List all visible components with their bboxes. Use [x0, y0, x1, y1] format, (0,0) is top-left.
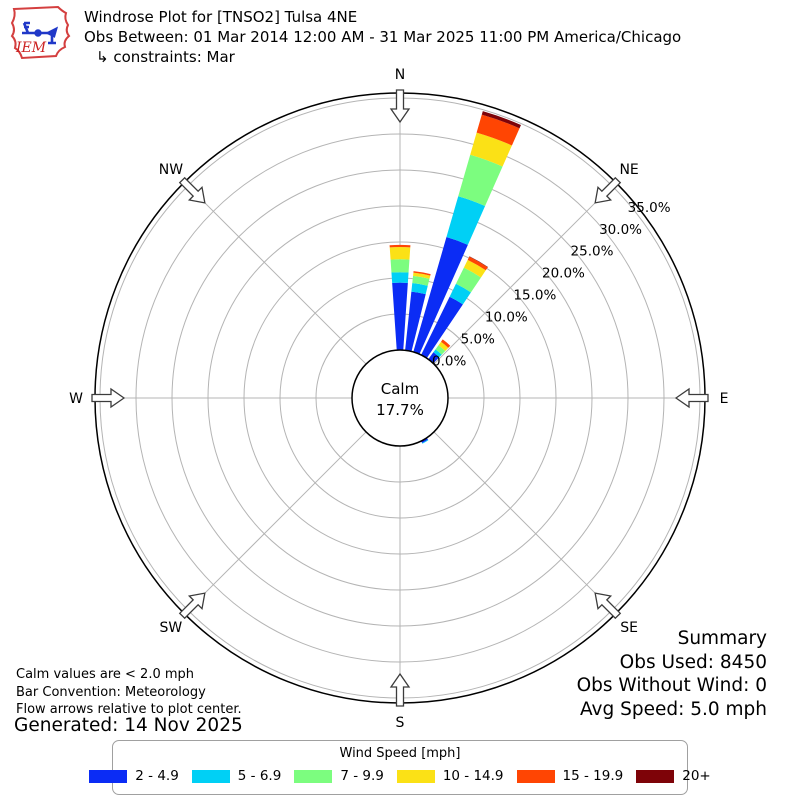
wind-bar-segment	[421, 437, 428, 444]
compass-label-SE: SE	[620, 620, 638, 636]
legend-item: 2 - 4.9	[89, 768, 179, 784]
summary-obs-used: Obs Used: 8450	[619, 651, 767, 673]
compass-label-N: N	[395, 67, 405, 83]
summary-block: Summary Obs Used: 8450 Obs Without Wind:…	[577, 627, 767, 721]
legend-item: 5 - 6.9	[191, 768, 282, 784]
wind-bar-segment	[389, 244, 411, 248]
wind-bar-segment	[441, 339, 451, 348]
wind-bar-segment	[412, 275, 430, 286]
legend-title: Wind Speed [mph]	[339, 746, 461, 761]
wind-bar-segment	[469, 256, 489, 268]
compass-label-NE: NE	[619, 162, 638, 178]
legend-swatch	[294, 769, 333, 783]
footnotes: Calm values are < 2.0 mph Bar Convention…	[16, 666, 242, 719]
wind-bar-segment	[413, 237, 468, 355]
wind-bar-segment	[446, 196, 486, 245]
wind-bar-segment	[481, 111, 521, 129]
wind-bar-segment	[449, 283, 471, 305]
wind-bar-segment	[438, 341, 449, 351]
legend-bin-label: 7 - 9.9	[340, 768, 384, 784]
calm-label-line1: Calm	[381, 380, 419, 398]
footnote-calm: Calm values are < 2.0 mph	[16, 667, 195, 682]
wind-bar-segment	[435, 345, 446, 355]
wind-bar-segment	[463, 259, 486, 278]
ring-label: 20.0%	[542, 266, 585, 282]
page-title: Windrose Plot for [TNSO2] Tulsa 4NE	[84, 8, 358, 26]
compass-arrow-SW	[178, 592, 206, 620]
legend-swatch	[516, 769, 555, 783]
calm-circle	[351, 349, 449, 447]
compass-label-E: E	[720, 391, 729, 407]
generated-date: Generated: 14 Nov 2025	[14, 715, 243, 736]
legend-row: 2 - 4.9 5 - 6.9 7 - 9.9 10 - 14.9 15 - 19.9 2…	[89, 768, 711, 784]
wind-bar-segment	[405, 291, 426, 352]
wind-bar-segment	[422, 439, 429, 444]
wind-bar-segment	[455, 267, 481, 293]
compass-arrow-SE	[594, 592, 622, 620]
wind-bar-segment	[390, 259, 410, 273]
wind-bar-segment	[392, 282, 408, 351]
ring-label: 35.0%	[628, 200, 671, 216]
summary-obs-without-wind: Obs Without Wind: 0	[576, 675, 767, 696]
logo-text: IEM	[15, 40, 47, 56]
wind-bar-segment	[467, 256, 488, 271]
legend-item: 10 - 14.9	[396, 768, 504, 784]
legend-bin-label: 5 - 6.9	[237, 768, 282, 784]
legend-item: 15 - 19.9	[516, 768, 624, 784]
summary-title: Summary	[677, 628, 767, 649]
calm-label-line2: 17.7%	[376, 401, 424, 419]
wind-vane-icon	[22, 21, 59, 45]
wind-bar-segment	[476, 114, 520, 146]
ring-label: 5.0%	[461, 331, 495, 347]
obs-range: Obs Between: 01 Mar 2014 12:00 AM - 31 M…	[84, 28, 682, 46]
wind-bar-segment	[458, 154, 503, 207]
ring-label: 30.0%	[599, 222, 642, 238]
wind-bar-segment	[391, 272, 409, 283]
grid-spoke	[433, 431, 617, 615]
ring-label: 15.0%	[513, 288, 556, 304]
legend-swatch	[636, 769, 675, 783]
footnote-arrows: Flow arrows relative to plot center.	[16, 702, 242, 717]
legend-bin-label: 10 - 14.9	[442, 768, 504, 784]
compass-arrow-W	[91, 387, 126, 409]
compass-arrow-NW	[178, 176, 206, 204]
legend-swatch	[396, 769, 435, 783]
legend-bin-label: 20+	[682, 768, 711, 784]
constraints: ↳ constraints: Mar	[96, 48, 235, 66]
compass-arrow-E	[674, 387, 709, 409]
wind-bar-segment	[411, 282, 428, 295]
compass-label-NW: NW	[159, 162, 183, 178]
wind-bar-segment	[470, 132, 512, 167]
compass-label-SW: SW	[160, 620, 183, 636]
grid-spoke	[183, 181, 367, 365]
compass-label-S: S	[396, 715, 405, 731]
wind-speed-legend: Wind Speed [mph] 2 - 4.9 5 - 6.9 7 - 9.9 10…	[89, 740, 711, 795]
ring-label: 25.0%	[571, 244, 614, 260]
ring-label: 10.0%	[485, 309, 528, 325]
summary-avg-speed: Avg Speed: 5.0 mph	[579, 698, 767, 720]
grid-spoke	[433, 181, 617, 365]
legend-bin-label: 2 - 4.9	[135, 768, 179, 784]
footnote-convention: Bar Convention: Meteorology	[16, 684, 206, 700]
wind-bar-segment	[433, 349, 442, 358]
ring-label: 0.0%	[432, 353, 466, 369]
compass-arrow-NE	[594, 176, 622, 204]
iem-logo: IEM	[10, 5, 71, 60]
wind-bar-segment	[421, 296, 463, 359]
grid-spoke	[183, 431, 367, 615]
wind-bar-segment	[413, 272, 431, 279]
wind-bar-segment	[389, 247, 411, 260]
legend-item: 7 - 9.9	[294, 768, 384, 784]
legend-bin-label: 15 - 19.9	[562, 768, 624, 784]
title-block: Windrose Plot for [TNSO2] Tulsa 4NE Obs …	[84, 7, 681, 67]
legend-item: 20+	[636, 768, 711, 784]
wind-bar-segment	[413, 271, 431, 276]
compass-arrow-N	[389, 89, 411, 124]
compass-label-W: W	[69, 391, 83, 407]
legend-swatch	[191, 769, 230, 783]
compass-arrow-S	[389, 672, 411, 707]
legend-swatch	[89, 769, 128, 783]
